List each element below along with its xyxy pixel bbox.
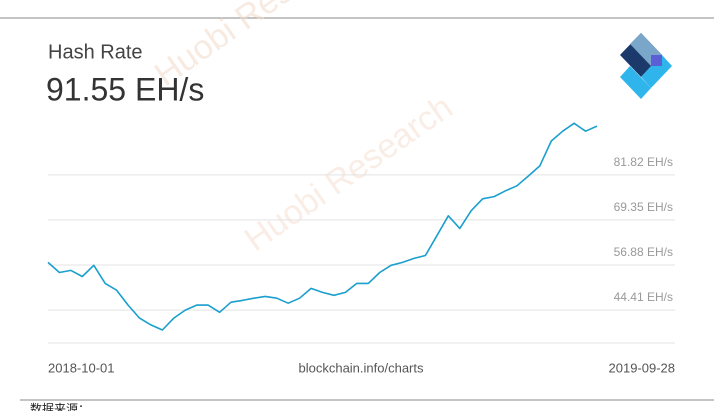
chart-title: Hash Rate [48,41,143,63]
line [47,122,598,331]
watermark: Huobi Research [148,0,370,94]
y-tick-label: 81.82 EH/s [614,155,673,169]
x-tick-label: 2019-09-28 [609,360,676,375]
current-value: 91.55 EH/s [46,71,204,107]
source-note: 数据来源： [30,401,90,411]
source-label: blockchain.info/charts [298,360,424,375]
x-tick-label: 2018-10-01 [48,360,115,375]
logo [620,33,672,99]
y-tick-label: 56.88 EH/s [614,245,673,259]
y-tick-label: 44.41 EH/s [614,290,673,304]
watermark: Huobi Research [238,88,460,259]
y-tick-label: 69.35 EH/s [614,200,673,214]
